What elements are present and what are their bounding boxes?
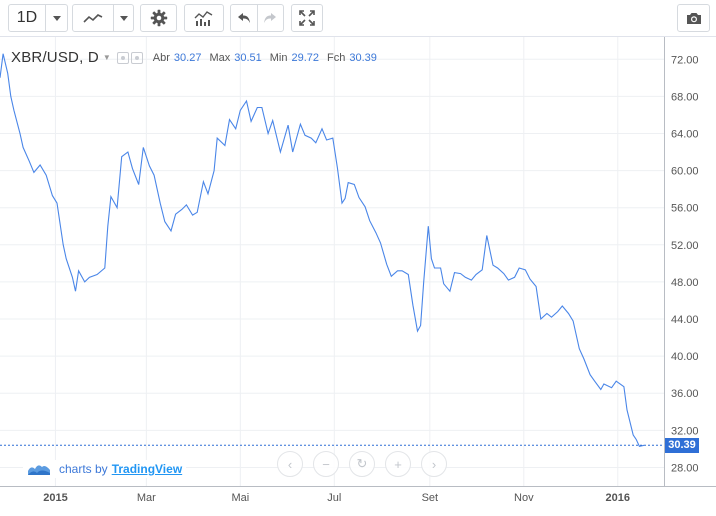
y-tick-label: 40.00 <box>671 351 699 363</box>
y-tick-label: 44.00 <box>671 314 699 326</box>
settings-gear-icon <box>150 9 167 27</box>
close-label: Fch <box>327 51 346 64</box>
series-legend: XBR/USD, D ▼ Abr 30.27 Max 30.51 Min 29.… <box>11 49 377 66</box>
interval-button[interactable]: 1D <box>9 5 45 31</box>
y-tick-label: 48.00 <box>671 277 699 289</box>
history-controls <box>230 4 284 32</box>
line-chart-icon <box>83 14 103 23</box>
reset-button[interactable]: ↻ <box>349 451 375 477</box>
redo-button[interactable] <box>256 5 284 31</box>
y-tick-label: 60.00 <box>671 166 699 178</box>
indicators-icon <box>194 11 213 26</box>
tradingview-logo-icon <box>28 465 50 475</box>
symbol-title[interactable]: XBR/USD, D <box>11 49 99 66</box>
indicators-button[interactable] <box>184 4 224 32</box>
y-tick-label: 36.00 <box>671 388 699 400</box>
y-tick-label: 64.00 <box>671 128 699 140</box>
dropdown-caret-icon <box>119 15 128 21</box>
chart-style-dropdown[interactable] <box>113 5 133 31</box>
camera-icon <box>686 12 701 24</box>
high-label: Max <box>209 51 231 64</box>
y-tick-label: 56.00 <box>671 203 699 215</box>
chevron-right-icon: › <box>431 456 437 472</box>
reset-icon: ↻ <box>356 456 368 471</box>
chart-style-selector[interactable] <box>72 4 134 32</box>
open-value: 30.27 <box>173 51 202 64</box>
minus-icon: − <box>322 456 330 472</box>
scroll-left-button[interactable]: ‹ <box>277 451 303 477</box>
format-icon[interactable] <box>130 51 143 64</box>
symbol-caret-icon[interactable]: ▼ <box>102 53 111 62</box>
tradingview-branding[interactable]: charts by TradingView <box>23 460 187 478</box>
close-value: 30.39 <box>349 51 377 64</box>
low-label: Min <box>269 51 288 64</box>
chart-toolbar: 1D <box>0 0 716 37</box>
x-tick-label: Mai <box>231 492 249 504</box>
y-tick-label: 28.00 <box>671 462 699 474</box>
undo-icon <box>237 13 250 23</box>
zoom-out-button[interactable]: − <box>313 451 339 477</box>
interval-dropdown[interactable] <box>45 5 67 31</box>
navigation-controls: ‹ − ↻ + › <box>277 451 447 477</box>
branding-link[interactable]: TradingView <box>111 462 183 476</box>
price-chart[interactable]: 72.00 68.00 64.00 60.00 56.00 52.00 48.00 44.00… <box>0 37 716 516</box>
price-line <box>0 53 645 448</box>
x-tick-label: Jul <box>327 492 341 504</box>
snapshot-button[interactable] <box>677 4 710 32</box>
redo-icon <box>264 13 277 23</box>
plus-icon: + <box>394 456 402 472</box>
y-tick-label: 52.00 <box>671 240 699 252</box>
fullscreen-icon <box>299 10 315 26</box>
undo-button[interactable] <box>231 5 257 31</box>
high-value: 30.51 <box>234 51 262 64</box>
chart-area[interactable]: 72.00 68.00 64.00 60.00 56.00 52.00 48.00 44.00… <box>0 37 716 516</box>
chart-style-button[interactable] <box>73 5 113 31</box>
x-tick-label: 2016 <box>606 492 630 504</box>
interval-selector[interactable]: 1D <box>8 4 68 32</box>
dropdown-caret-icon <box>52 15 61 21</box>
y-tick-label: 32.00 <box>671 425 699 437</box>
x-tick-label: 2015 <box>43 492 67 504</box>
zoom-in-button[interactable]: + <box>385 451 411 477</box>
settings-button[interactable] <box>140 4 177 32</box>
open-label: Abr <box>152 51 170 64</box>
x-tick-label: Nov <box>514 492 534 504</box>
visibility-eye-icon[interactable] <box>116 51 129 64</box>
low-value: 29.72 <box>291 51 320 64</box>
chevron-left-icon: ‹ <box>287 456 293 472</box>
fullscreen-button[interactable] <box>291 4 323 32</box>
y-tick-label: 68.00 <box>671 91 699 103</box>
last-price-label: 30.39 <box>665 437 699 453</box>
branding-prefix: charts by <box>59 462 108 476</box>
scroll-right-button[interactable]: › <box>421 451 447 477</box>
x-tick-label: Mar <box>137 492 156 504</box>
interval-label: 1D <box>16 9 38 26</box>
x-tick-label: Set <box>422 492 439 504</box>
y-tick-label: 72.00 <box>671 54 699 66</box>
